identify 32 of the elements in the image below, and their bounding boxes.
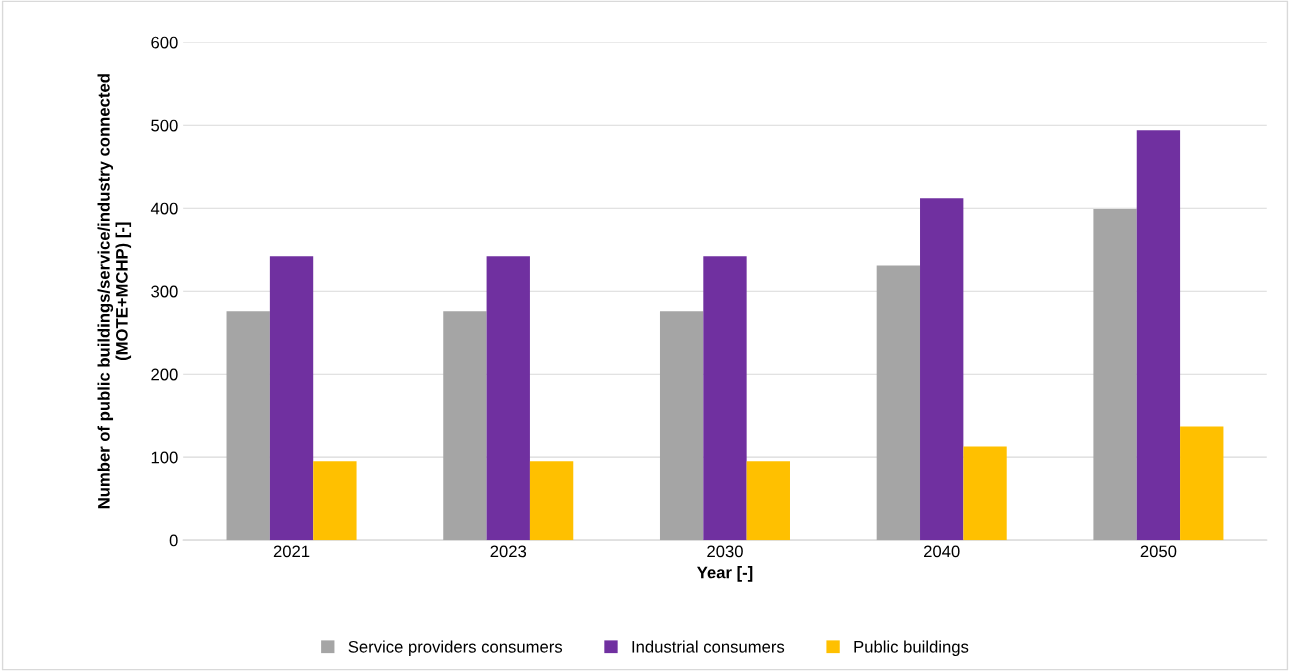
x-tick-label: 2021 <box>273 545 310 558</box>
x-tick-label: 2030 <box>707 545 743 558</box>
bar <box>659 311 704 541</box>
bar <box>226 311 270 541</box>
bar <box>529 461 574 541</box>
bar <box>920 198 964 541</box>
bar <box>313 461 357 541</box>
legend-label: Service providers consumers <box>348 640 563 656</box>
bar <box>703 256 747 541</box>
bar <box>486 256 530 541</box>
bar <box>443 311 487 541</box>
legend-label: Industrial consumers <box>632 640 785 653</box>
y-tick-label: 600 <box>151 36 178 49</box>
bar <box>746 461 790 541</box>
y-tick-label: 0 <box>169 534 178 547</box>
bar <box>1180 426 1224 541</box>
x-axis-title: Year [-] <box>697 566 753 582</box>
y-axis-title: Number of public buildings/service/industry connected (MOTE+MCHP) [-] <box>97 74 132 509</box>
x-tick-label: 2023 <box>490 545 527 558</box>
y-tick-label: 300 <box>151 285 178 298</box>
y-tick-label: 500 <box>151 119 178 132</box>
bar <box>963 446 1007 541</box>
bar <box>1093 209 1137 541</box>
x-tick-label: 2040 <box>924 545 960 558</box>
bar <box>269 256 314 541</box>
legend-label: Public buildings <box>854 640 969 656</box>
y-tick-label: 100 <box>151 451 178 464</box>
y-tick-label: 400 <box>150 202 178 215</box>
x-tick-label: 2050 <box>1140 545 1177 558</box>
y-tick-label: 200 <box>151 368 178 381</box>
bar <box>1136 130 1181 541</box>
bar <box>876 265 921 541</box>
